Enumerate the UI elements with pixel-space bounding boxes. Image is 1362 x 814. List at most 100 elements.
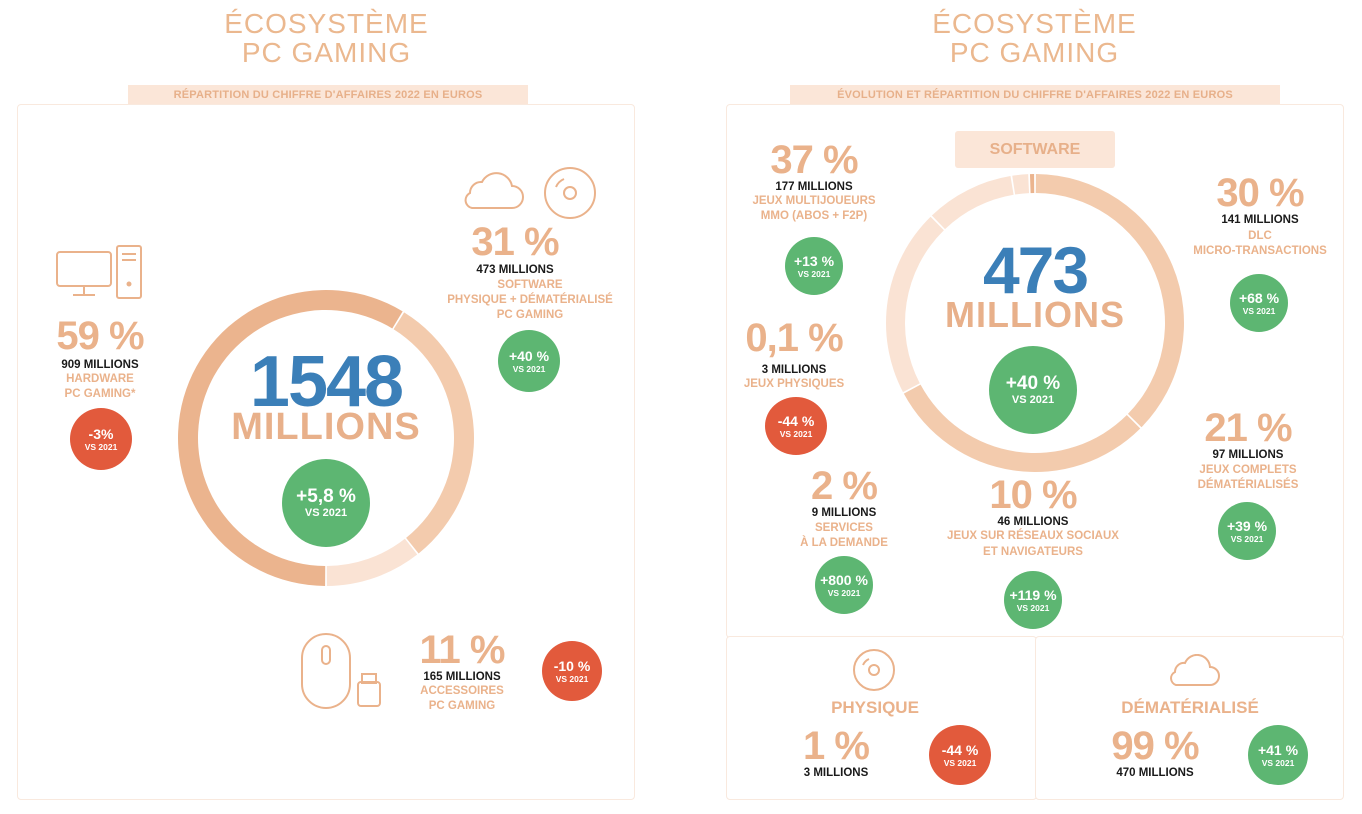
services-pct: 2 %	[811, 464, 878, 508]
badge-vs: VS 2021	[827, 587, 861, 598]
social-label-2: ET NAVIGATEURS	[983, 546, 1083, 558]
badge-value: -44 %	[941, 741, 979, 758]
badge-vs: VS 2021	[555, 673, 589, 684]
mmo-segment	[1029, 174, 1035, 194]
badge-vs: VS 2021	[1242, 305, 1276, 316]
hardware-change-badge: -3% VS 2021	[70, 408, 132, 470]
hardware-label-1: HARDWARE	[66, 373, 134, 385]
badge-value: +800 %	[820, 571, 868, 588]
right-donut-chart	[886, 174, 1184, 472]
social-segment	[886, 216, 944, 393]
left-title: ÉCOSYSTÈME PC GAMING	[160, 9, 493, 67]
badge-value: +5,8 %	[296, 485, 356, 507]
right-title: ÉCOSYSTÈME PC GAMING	[868, 9, 1201, 67]
dematerialise-amount: 470 MILLIONS	[1116, 767, 1194, 779]
badge-vs: VS 2021	[797, 268, 831, 279]
badge-value: -3%	[88, 425, 114, 442]
software-pct: 31 %	[471, 220, 559, 264]
badge-vs: VS 2021	[779, 428, 813, 439]
services-change-badge: +800 % VS 2021	[815, 556, 873, 614]
mmo-label-1: JEUX MULTIJOUEURS	[752, 195, 876, 207]
right-total-change-badge: +40 % VS 2021	[989, 346, 1077, 434]
badge-value: +40 %	[508, 347, 550, 364]
dematerialise-pct: 99 %	[1111, 724, 1199, 768]
disc-icon	[853, 649, 895, 691]
badge-vs: VS 2021	[512, 363, 546, 374]
accessories-label-2: PC GAMING	[428, 700, 496, 712]
physical-games-label-1: JEUX PHYSIQUES	[743, 378, 845, 390]
right-subtitle: ÉVOLUTION ET RÉPARTITION DU CHIFFRE D'AF…	[790, 85, 1280, 105]
services-label-1: SERVICES	[815, 522, 873, 534]
software-segment	[393, 312, 474, 554]
physical-games-pct: 0,1 %	[745, 316, 843, 360]
badge-value: -10 %	[553, 657, 591, 674]
left-title-line1: ÉCOSYSTÈME	[224, 8, 429, 39]
dlc-change-badge: +68 % VS 2021	[1230, 274, 1288, 332]
left-subtitle: RÉPARTITION DU CHIFFRE D'AFFAIRES 2022 E…	[128, 85, 528, 105]
hardware-pct: 59 %	[56, 314, 144, 358]
social-pct: 10 %	[989, 473, 1077, 517]
hardware-segment	[178, 290, 403, 586]
badge-value: +13 %	[793, 252, 835, 269]
badge-value: +41 %	[1257, 741, 1299, 758]
social-change-badge: +119 % VS 2021	[1004, 571, 1062, 629]
physique-amount: 3 MILLIONS	[803, 767, 869, 779]
right-title-line2: PC GAMING	[949, 37, 1120, 68]
software-label-3: PC GAMING	[496, 309, 564, 321]
accessories-change-badge: -10 % VS 2021	[542, 641, 602, 701]
left-title-line2: PC GAMING	[241, 37, 412, 68]
physical-games-change-badge: -44 % VS 2021	[765, 397, 827, 455]
right-title-line1: ÉCOSYSTÈME	[932, 8, 1137, 39]
software-change-badge: +40 % VS 2021	[498, 330, 560, 392]
badge-value: -44 %	[777, 412, 815, 429]
software-tag: SOFTWARE	[955, 131, 1115, 168]
dlc-label-1: DLC	[1248, 230, 1272, 242]
accessories-amount: 165 MILLIONS	[423, 671, 501, 683]
badge-value: +40 %	[1005, 372, 1061, 394]
badge-vs: VS 2021	[1016, 602, 1050, 613]
cloud-icon	[464, 172, 524, 209]
software-amount: 473 MILLIONS	[476, 264, 554, 276]
left-total-unit: MILLIONS	[231, 406, 421, 448]
full-games-label-2: DÉMATÉRIALISÉS	[1197, 479, 1299, 491]
mouse-icon	[301, 633, 381, 709]
cloud-icon	[1170, 654, 1220, 686]
services-amount: 9 MILLIONS	[811, 507, 877, 519]
accessories-segment	[326, 538, 418, 586]
services-label-2: À LA DEMANDE	[800, 537, 888, 549]
badge-vs: VS 2021	[1011, 393, 1055, 406]
social-label-1: JEUX SUR RÉSEAUX SOCIAUX	[947, 530, 1119, 542]
dematerialise-change-badge: +41 % VS 2021	[1248, 725, 1308, 785]
full-games-label-1: JEUX COMPLETS	[1199, 464, 1297, 476]
dlc-label-2: MICRO-TRANSACTIONS	[1193, 245, 1327, 257]
left-donut-chart	[178, 290, 474, 586]
accessories-pct: 11 %	[419, 628, 506, 672]
full-games-amount: 97 MILLIONS	[1212, 449, 1284, 461]
right-panel-physique	[726, 636, 1037, 800]
dlc-amount: 141 MILLIONS	[1221, 214, 1299, 226]
dlc-pct: 30 %	[1216, 171, 1304, 215]
badge-vs: VS 2021	[1230, 533, 1264, 544]
dlc-segment	[1035, 174, 1184, 428]
services-segment	[931, 176, 1014, 230]
left-total-change-badge: +5,8 % VS 2021	[282, 459, 370, 547]
badge-vs: VS 2021	[1261, 757, 1295, 768]
physique-pct: 1 %	[803, 724, 870, 768]
software-label-2: PHYSIQUE + DÉMATÉRIALISÉ	[447, 294, 613, 306]
computer-icon	[56, 245, 142, 299]
social-amount: 46 MILLIONS	[997, 516, 1069, 528]
mmo-amount: 177 MILLIONS	[775, 181, 853, 193]
badge-value: +68 %	[1238, 289, 1280, 306]
dematerialise-title: DÉMATÉRIALISÉ	[1121, 698, 1259, 717]
mmo-label-2: MMO (ABOS + F2P)	[760, 210, 868, 222]
badge-value: +119 %	[1009, 586, 1057, 603]
hardware-label-2: PC GAMING*	[64, 388, 136, 400]
right-total-value: 473	[982, 233, 1089, 307]
badge-value: +39 %	[1226, 517, 1268, 534]
physique-change-badge: -44 % VS 2021	[929, 725, 991, 785]
badge-vs: VS 2021	[304, 506, 348, 519]
mmo-pct: 37 %	[770, 138, 858, 182]
full-games-pct: 21 %	[1204, 406, 1292, 450]
full-games-change-badge: +39 % VS 2021	[1218, 502, 1276, 560]
right-total-unit: MILLIONS	[945, 294, 1125, 335]
